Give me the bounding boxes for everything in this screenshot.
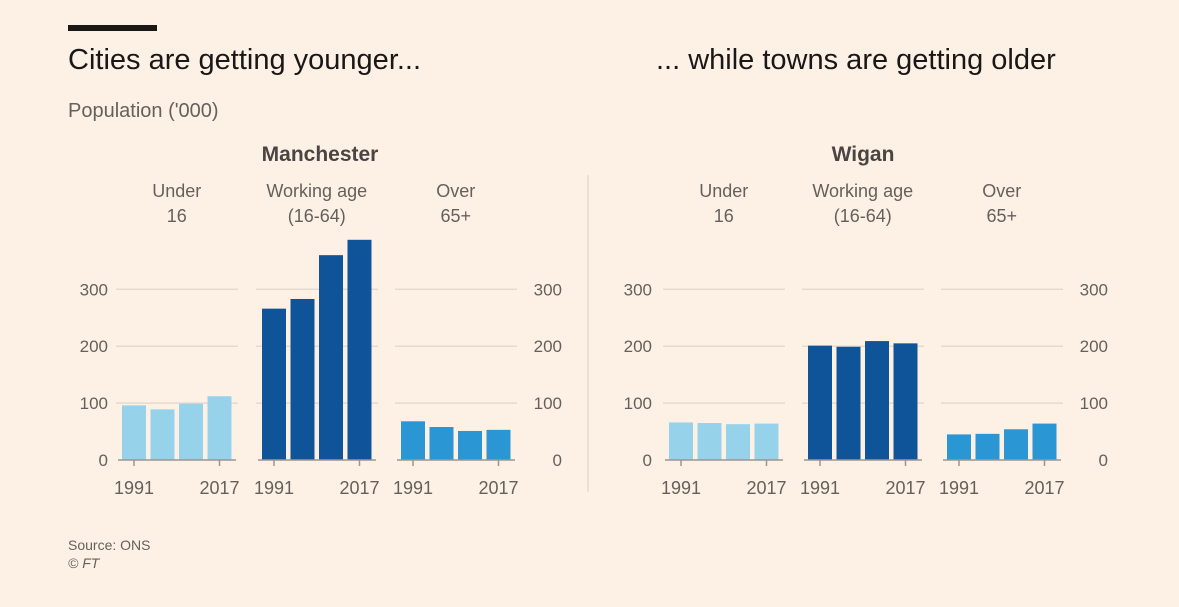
group-label: Under	[152, 181, 201, 201]
bar-wigan-1999	[836, 346, 861, 460]
x-tick-label: 1991	[393, 478, 433, 498]
y-tick-label-left: 0	[99, 451, 108, 470]
x-tick-label: 1991	[939, 478, 979, 498]
bar-wigan-1991	[808, 345, 832, 460]
bar-wigan-2008	[865, 341, 889, 460]
y-tick-label-right: 200	[1080, 337, 1108, 356]
y-tick-label-left: 300	[624, 280, 652, 299]
top-accent-bar	[68, 25, 157, 31]
bar-manchester-1991	[122, 405, 146, 460]
bar-manchester-2017	[486, 429, 511, 460]
bar-manchester-2008	[458, 430, 482, 460]
x-tick-label: 1991	[114, 478, 154, 498]
x-tick-label: 2017	[885, 478, 925, 498]
group-label: 16	[167, 206, 187, 226]
y-tick-label-left: 0	[643, 451, 652, 470]
y-tick-label-right: 0	[1099, 451, 1108, 470]
group-label: (16-64)	[834, 206, 892, 226]
group-label: 16	[714, 206, 734, 226]
group-label: Under	[699, 181, 748, 201]
bar-wigan-1991	[947, 434, 971, 460]
bar-manchester-2017	[347, 239, 372, 460]
headline-left: Cities are getting younger...	[68, 44, 422, 76]
copyright-text: © FT	[68, 555, 100, 571]
x-tick-label: 2017	[339, 478, 379, 498]
y-tick-label-right: 300	[1080, 280, 1108, 299]
y-tick-label-right: 200	[534, 337, 562, 356]
bar-wigan-1999	[697, 423, 722, 460]
y-tick-label-left: 300	[80, 280, 108, 299]
bar-wigan-2008	[1004, 429, 1028, 460]
bar-manchester-2008	[179, 403, 203, 460]
bar-manchester-1999	[290, 298, 315, 460]
y-tick-label-left: 200	[624, 337, 652, 356]
y-tick-label-left: 100	[624, 394, 652, 413]
bar-manchester-1991	[262, 308, 286, 460]
panel-title-wigan: Wigan	[832, 143, 895, 166]
bar-manchester-1999	[429, 426, 454, 460]
x-tick-label: 2017	[1024, 478, 1064, 498]
bar-wigan-1999	[975, 433, 1000, 460]
x-tick-label: 1991	[661, 478, 701, 498]
y-tick-label-right: 100	[534, 394, 562, 413]
bar-manchester-1991	[401, 421, 425, 460]
x-tick-label: 2017	[478, 478, 518, 498]
bar-manchester-1999	[150, 409, 175, 460]
x-tick-label: 2017	[199, 478, 239, 498]
y-tick-label-right: 0	[553, 451, 562, 470]
bar-wigan-1991	[669, 422, 693, 460]
chart-subtitle: Population ('000)	[68, 100, 219, 122]
bar-manchester-2017	[207, 396, 232, 460]
group-label: Over	[982, 181, 1021, 201]
y-tick-label-right: 100	[1080, 394, 1108, 413]
group-label: Over	[436, 181, 475, 201]
group-label: 65+	[986, 206, 1017, 226]
bar-wigan-2017	[754, 423, 779, 460]
x-tick-label: 2017	[746, 478, 786, 498]
population-charts: Manchester 0 0 100 100 200 200 300 300 Under 16 199…	[80, 143, 1108, 498]
x-tick-label: 1991	[800, 478, 840, 498]
source-text: Source: ONS	[68, 537, 151, 553]
bar-wigan-2017	[1032, 423, 1057, 460]
group-label: 65+	[440, 206, 471, 226]
bar-manchester-2008	[319, 255, 343, 460]
bar-wigan-2017	[893, 343, 918, 460]
headline-right: ... while towns are getting older	[656, 44, 1056, 76]
x-tick-label: 1991	[254, 478, 294, 498]
y-tick-label-left: 200	[80, 337, 108, 356]
group-label: (16-64)	[288, 206, 346, 226]
y-tick-label-right: 300	[534, 280, 562, 299]
group-label: Working age	[812, 181, 913, 201]
bar-wigan-2008	[726, 424, 750, 460]
source-note: Source: ONS © FT	[68, 536, 150, 572]
y-tick-label-left: 100	[80, 394, 108, 413]
group-label: Working age	[266, 181, 367, 201]
panel-title-manchester: Manchester	[262, 143, 379, 166]
